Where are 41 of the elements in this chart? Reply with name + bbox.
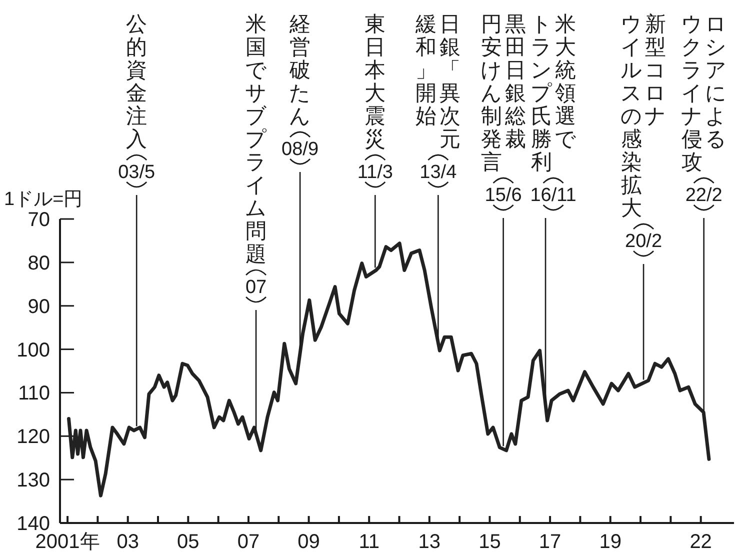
x-tick-label: 07 [237,531,260,553]
text: 日銀「異次元 [440,13,461,151]
text: 黒田日銀総裁 [504,13,526,151]
x-tick-label: 03 [116,531,139,553]
x-tick-label: 17 [538,531,562,553]
x-tick-label: 09 [298,531,320,553]
annotation: 07 [245,277,267,298]
x-tick-label: 19 [599,531,622,553]
annotation: 11/3 [357,162,393,183]
text: 米大統領選で [554,13,576,151]
y-tick-label: 110 [18,382,50,405]
text: トランプ氏勝利 [530,13,552,174]
y-tick-label: 80 [28,252,50,274]
text: 経営破たん [288,13,312,128]
y-tick-label: 90 [28,296,50,318]
text: ウクライナ侵攻 [680,13,703,174]
y-tick-label: 120 [16,426,50,448]
text: 公的資金注入 [126,13,148,151]
x-tick-label: 15 [478,531,501,553]
text: 円安けん制発言 [480,13,502,174]
annotation: 08/9 [282,139,319,160]
annotation: 20/2 [625,231,662,252]
text: 新型コロナ [644,13,667,128]
x-tick-label: 22 [690,531,712,553]
x-tick-label: 11 [358,531,380,553]
annotation: 15/6 [484,185,522,206]
annotation: 03/5 [118,162,156,183]
text: ロシアによる [704,13,727,151]
y-tick-label: 130 [16,470,50,492]
y-tick-label: 70 [28,209,50,231]
text: 緩和」開始 [414,13,437,128]
x-tick-label: 13 [418,531,441,553]
annotation: 22/2 [685,185,722,206]
x-tick-label: 05 [177,531,200,553]
text: 米国でサブプライム問題 [245,13,268,266]
y-tick-label: 100 [16,339,50,362]
annotation: 13/4 [420,162,458,183]
text: ウイルスの感染拡大 [620,13,643,220]
text: 東日本大震災 [364,13,386,151]
y-axis-title: 1ドル=円 [4,189,83,210]
annotation: 16/11 [530,185,576,206]
